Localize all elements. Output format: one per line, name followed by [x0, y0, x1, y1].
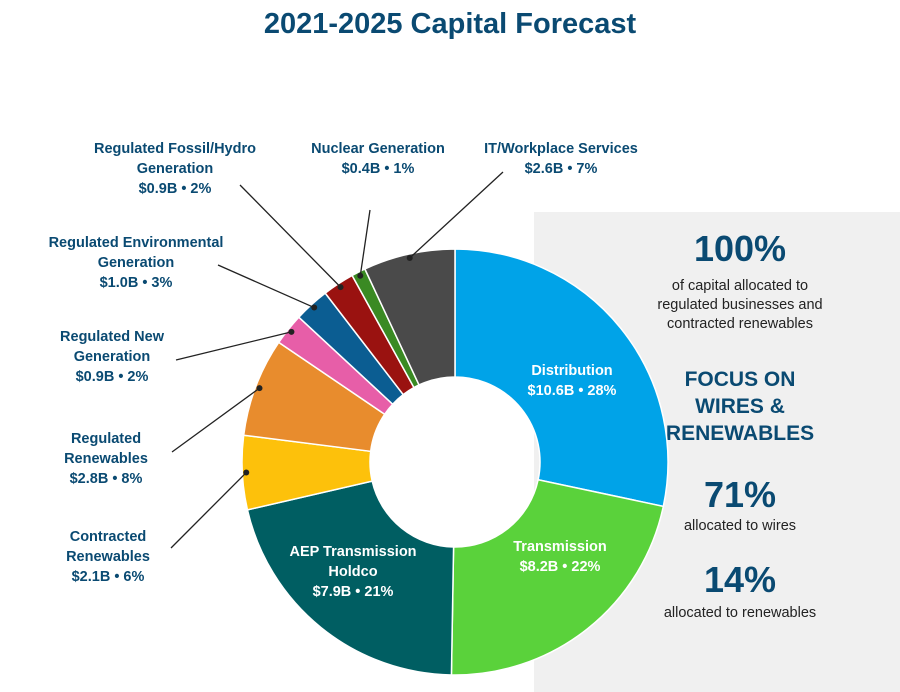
label-distribution-name: Distribution: [531, 363, 612, 379]
donut-slices: [241, 248, 669, 676]
label-nuclear-value: $0.4B • 1%: [342, 161, 415, 177]
label-it-value: $2.6B • 7%: [525, 161, 598, 177]
leader-line-regulated-renewables: [171, 387, 260, 453]
chart-title: 2021-2025 Capital Forecast: [263, 8, 637, 40]
leader-dot-it-workplace-services: [406, 254, 413, 261]
label-reg-renew-name-2: Renewables: [64, 451, 148, 467]
label-reg-new-value: $0.9B • 2%: [76, 369, 149, 385]
leader-line-contracted-renewables: [170, 472, 247, 549]
leader-dot-regulated-renewables: [256, 385, 263, 392]
label-reg-env-name-1: Regulated Environmental: [49, 235, 224, 251]
label-reg-renew-name-1: Regulated: [71, 431, 141, 447]
label-reg-renew-value: $2.8B • 8%: [70, 471, 143, 487]
leader-line-nuclear-generation: [359, 209, 371, 276]
leader-lines: [170, 171, 504, 549]
stat-100-caption-3: contracted renewables: [667, 316, 813, 332]
focus-heading-3: RENEWABLES: [665, 422, 815, 445]
focus-heading-1: FOCUS ON: [684, 368, 796, 391]
label-holdco-value: $7.9B • 21%: [313, 584, 394, 600]
stat-100-caption-2: regulated businesses and: [657, 297, 823, 313]
leader-line-regulated-new-generation: [175, 331, 292, 361]
label-reg-new-name-2: Generation: [74, 349, 151, 365]
stat-71-value: 71%: [703, 474, 777, 515]
label-contracted-name-1: Contracted: [70, 529, 147, 545]
label-holdco-name-1: AEP Transmission: [289, 544, 416, 560]
stat-100-caption-1: of capital allocated to: [671, 278, 809, 294]
leader-dot-regulated-environmental-generation: [311, 304, 318, 311]
label-reg-fossil-name-2: Generation: [137, 161, 214, 177]
leader-line-it-workplace-services: [409, 171, 504, 259]
label-reg-fossil-name-1: Regulated Fossil/Hydro: [94, 141, 256, 157]
focus-heading-2: WIRES &: [695, 395, 785, 418]
leader-dot-nuclear-generation: [357, 272, 364, 279]
label-nuclear-name: Nuclear Generation: [311, 141, 445, 157]
slice-distribution: [454, 248, 669, 508]
leader-line-regulated-fossil-hydro-generation: [239, 184, 341, 288]
label-reg-env-value: $1.0B • 3%: [100, 275, 173, 291]
label-contracted-value: $2.1B • 6%: [72, 569, 145, 585]
label-holdco-name-2: Holdco: [328, 564, 377, 580]
leader-line-regulated-environmental-generation: [217, 264, 315, 309]
stat-100-value: 100%: [693, 228, 787, 269]
leader-dot-regulated-new-generation: [288, 328, 295, 335]
stat-71-caption: allocated to wires: [683, 518, 797, 534]
leader-dot-contracted-renewables: [243, 469, 250, 476]
label-reg-fossil-value: $0.9B • 2%: [139, 181, 212, 197]
label-contracted-name-2: Renewables: [66, 549, 150, 565]
stat-14-caption: allocated to renewables: [663, 605, 817, 621]
label-reg-new-name-1: Regulated New: [60, 329, 165, 345]
label-it-name: IT/Workplace Services: [484, 141, 638, 157]
label-transmission-name: Transmission: [513, 539, 606, 555]
slice-aep-transmission-holdco: [246, 480, 455, 676]
label-transmission-value: $8.2B • 22%: [520, 559, 601, 575]
stat-14-value: 14%: [703, 559, 777, 600]
leader-dot-regulated-fossil-hydro-generation: [337, 284, 344, 291]
label-reg-env-name-2: Generation: [98, 255, 175, 271]
slice-it-workplace-services: [363, 248, 456, 386]
label-distribution-value: $10.6B • 28%: [528, 383, 617, 399]
slice-transmission: [450, 478, 665, 676]
